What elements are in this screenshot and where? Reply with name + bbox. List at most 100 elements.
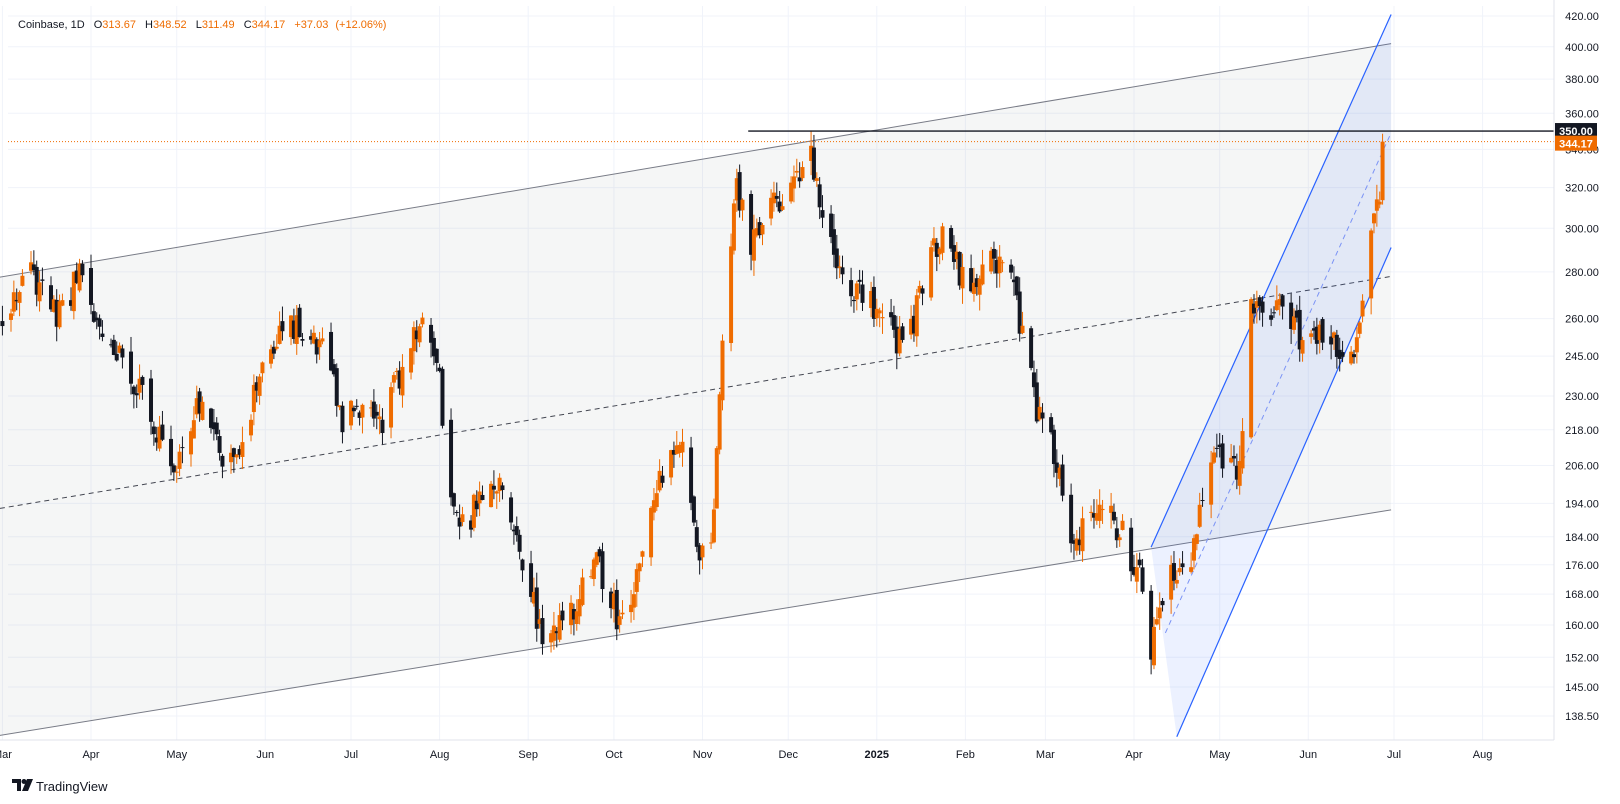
candle-body[interactable]	[57, 301, 62, 328]
candle-body[interactable]	[500, 485, 505, 491]
candle-body[interactable]	[914, 295, 919, 337]
candle-body[interactable]	[1191, 538, 1196, 561]
candle-body[interactable]	[177, 451, 182, 469]
candle-body[interactable]	[1371, 213, 1376, 224]
candle-body[interactable]	[1051, 429, 1056, 465]
candle-body[interactable]	[371, 401, 376, 419]
candle-body[interactable]	[200, 401, 205, 420]
candle-body[interactable]	[840, 267, 845, 275]
candle-body[interactable]	[414, 330, 419, 340]
candle-body[interactable]	[411, 327, 416, 352]
candle-body[interactable]	[1057, 467, 1062, 479]
candle-body[interactable]	[1354, 337, 1359, 353]
candle-body[interactable]	[920, 288, 925, 294]
candle-body[interactable]	[491, 485, 496, 490]
candle-body[interactable]	[1089, 511, 1094, 513]
candle-body[interactable]	[1229, 457, 1234, 463]
candle-body[interactable]	[557, 615, 562, 640]
candle-body[interactable]	[131, 386, 136, 395]
candle-body[interactable]	[951, 245, 956, 262]
candle-body[interactable]	[717, 394, 722, 450]
candle-body[interactable]	[271, 346, 276, 354]
candle-body[interactable]	[77, 263, 82, 291]
candle-body[interactable]	[794, 170, 799, 173]
candle-body[interactable]	[671, 449, 676, 455]
candle-body[interactable]	[631, 594, 636, 608]
candle-body[interactable]	[374, 411, 379, 416]
candle-body[interactable]	[480, 494, 485, 500]
candle-body[interactable]	[1149, 590, 1154, 660]
candle-body[interactable]	[711, 509, 716, 543]
candle-body[interactable]	[751, 229, 756, 261]
candle-body[interactable]	[1200, 500, 1205, 502]
candle-body[interactable]	[34, 266, 39, 295]
candle-body[interactable]	[357, 412, 362, 418]
candle-body[interactable]	[509, 497, 514, 523]
candle-body[interactable]	[1194, 534, 1199, 544]
candle-body[interactable]	[1237, 461, 1242, 486]
candle-body[interactable]	[109, 344, 114, 346]
candle-body[interactable]	[514, 526, 519, 536]
candle-body[interactable]	[817, 184, 822, 208]
candle-body[interactable]	[389, 387, 394, 428]
candle-body[interactable]	[634, 569, 639, 592]
candle-body[interactable]	[1040, 412, 1045, 419]
candle-body[interactable]	[989, 250, 994, 272]
candle-body[interactable]	[231, 448, 236, 457]
candle-body[interactable]	[694, 527, 699, 547]
candle-body[interactable]	[220, 455, 225, 467]
candle-body[interactable]	[994, 259, 999, 274]
channel-drawings[interactable]	[0, 14, 1392, 738]
candle-body[interactable]	[214, 422, 219, 435]
candle-body[interactable]	[674, 445, 679, 454]
candle-body[interactable]	[809, 145, 814, 161]
candle-body[interactable]	[1009, 264, 1014, 273]
candle-body[interactable]	[91, 311, 96, 322]
candle-body[interactable]	[897, 328, 902, 354]
candle-body[interactable]	[1337, 349, 1342, 359]
candle-body[interactable]	[129, 351, 134, 384]
candle-body[interactable]	[811, 147, 816, 180]
candle-body[interactable]	[300, 339, 305, 341]
candle-body[interactable]	[1029, 328, 1034, 368]
candle-body[interactable]	[611, 593, 616, 610]
candle-body[interactable]	[157, 426, 162, 449]
candle-body[interactable]	[1271, 312, 1276, 314]
candle-body[interactable]	[171, 465, 176, 473]
candle-body[interactable]	[1257, 297, 1262, 306]
candle-body[interactable]	[1300, 340, 1305, 354]
candle-body[interactable]	[1037, 406, 1042, 420]
candle-body[interactable]	[677, 444, 682, 453]
candle-body[interactable]	[1071, 540, 1076, 544]
candle-body[interactable]	[0, 321, 5, 327]
candle-body[interactable]	[891, 315, 896, 330]
candle-body[interactable]	[257, 376, 262, 396]
candle-body[interactable]	[540, 618, 545, 645]
candle-body[interactable]	[48, 285, 53, 310]
candle-body[interactable]	[734, 178, 739, 201]
candle-body[interactable]	[780, 206, 785, 210]
candle-body[interactable]	[997, 256, 1002, 274]
candle-body[interactable]	[769, 197, 774, 219]
candle-body[interactable]	[889, 312, 894, 318]
candle-body[interactable]	[960, 266, 965, 289]
candle-body[interactable]	[97, 318, 102, 327]
candle-body[interactable]	[937, 248, 942, 255]
candle-body[interactable]	[391, 375, 396, 383]
candle-body[interactable]	[837, 266, 842, 268]
candle-body[interactable]	[849, 280, 854, 297]
candle-body[interactable]	[657, 470, 662, 491]
candle-body[interactable]	[929, 247, 934, 298]
main-channel-lower-line[interactable]	[0, 509, 1392, 737]
candle-body[interactable]	[394, 370, 399, 372]
candle-body[interactable]	[249, 419, 254, 436]
candle-body[interactable]	[571, 609, 576, 620]
candle-body[interactable]	[851, 299, 856, 302]
candle-body[interactable]	[871, 286, 876, 319]
candle-body[interactable]	[494, 491, 499, 494]
candle-body[interactable]	[1091, 513, 1096, 518]
candle-body[interactable]	[477, 491, 482, 504]
candle-body[interactable]	[971, 282, 976, 294]
candle-body[interactable]	[709, 542, 714, 544]
